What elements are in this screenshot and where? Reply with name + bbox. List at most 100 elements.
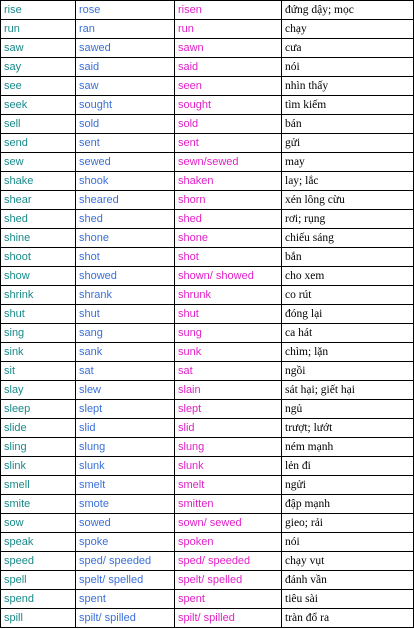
base-form-cell: sing	[0, 323, 76, 343]
meaning-cell: đóng lại	[281, 304, 414, 324]
past-participle-cell: sped/ speeded	[174, 551, 282, 571]
meaning-cell: đánh vần	[281, 570, 414, 590]
base-form-cell: shoot	[0, 247, 76, 267]
table-row: sit sat sat ngồi	[0, 361, 414, 381]
past-simple-cell: spilt/ spilled	[75, 608, 175, 628]
table-row: speak spoke spoken nói	[0, 532, 414, 552]
past-simple-cell: sought	[75, 95, 175, 115]
past-participle-cell: spoken	[174, 532, 282, 552]
base-form-cell: rise	[0, 0, 76, 20]
base-form-cell: seek	[0, 95, 76, 115]
past-simple-cell: sheared	[75, 190, 175, 210]
meaning-cell: xén lông cừu	[281, 190, 414, 210]
base-form-cell: sew	[0, 152, 76, 172]
table-row: sow sowed sown/ sewed gieo; rải	[0, 513, 414, 533]
base-form-cell: see	[0, 76, 76, 96]
past-simple-cell: shot	[75, 247, 175, 267]
base-form-cell: sow	[0, 513, 76, 533]
past-simple-cell: spent	[75, 589, 175, 609]
table-row: speed sped/ speeded sped/ speeded chạy vụt	[0, 551, 414, 571]
base-form-cell: slay	[0, 380, 76, 400]
past-simple-cell: said	[75, 57, 175, 77]
past-participle-cell: shut	[174, 304, 282, 324]
table-row: sling slung slung ném mạnh	[0, 437, 414, 457]
past-participle-cell: spent	[174, 589, 282, 609]
base-form-cell: spend	[0, 589, 76, 609]
past-simple-cell: slunk	[75, 456, 175, 476]
past-simple-cell: sat	[75, 361, 175, 381]
past-participle-cell: risen	[174, 0, 282, 20]
table-row: sell sold sold bán	[0, 114, 414, 134]
base-form-cell: saw	[0, 38, 76, 58]
past-simple-cell: shrank	[75, 285, 175, 305]
past-simple-cell: ran	[75, 19, 175, 39]
meaning-cell: bắn	[281, 247, 414, 267]
table-row: spend spent spent tiêu sài	[0, 589, 414, 609]
past-participle-cell: shone	[174, 228, 282, 248]
base-form-cell: show	[0, 266, 76, 286]
table-row: seek sought sought tìm kiếm	[0, 95, 414, 115]
past-participle-cell: sung	[174, 323, 282, 343]
past-participle-cell: sold	[174, 114, 282, 134]
base-form-cell: smite	[0, 494, 76, 514]
past-simple-cell: saw	[75, 76, 175, 96]
past-participle-cell: shown/ showed	[174, 266, 282, 286]
table-row: slide slid slid trượt; lướt	[0, 418, 414, 438]
past-participle-cell: slid	[174, 418, 282, 438]
past-participle-cell: sewn/sewed	[174, 152, 282, 172]
table-row: spell spelt/ spelled spelt/ spelled đánh vầ…	[0, 570, 414, 590]
past-simple-cell: sawed	[75, 38, 175, 58]
past-participle-cell: shorn	[174, 190, 282, 210]
base-form-cell: speak	[0, 532, 76, 552]
meaning-cell: tràn đổ ra	[281, 608, 414, 628]
past-simple-cell: sowed	[75, 513, 175, 533]
past-participle-cell: sent	[174, 133, 282, 153]
past-simple-cell: sped/ speeded	[75, 551, 175, 571]
past-participle-cell: shed	[174, 209, 282, 229]
past-simple-cell: shed	[75, 209, 175, 229]
base-form-cell: shake	[0, 171, 76, 191]
meaning-cell: tiêu sài	[281, 589, 414, 609]
meaning-cell: ném mạnh	[281, 437, 414, 457]
meaning-cell: lay; lắc	[281, 171, 414, 191]
table-row: see saw seen nhìn thấy	[0, 76, 414, 96]
base-form-cell: slink	[0, 456, 76, 476]
base-form-cell: say	[0, 57, 76, 77]
table-row: slink slunk slunk lẻn đi	[0, 456, 414, 476]
base-form-cell: sling	[0, 437, 76, 457]
past-participle-cell: slain	[174, 380, 282, 400]
past-participle-cell: spelt/ spelled	[174, 570, 282, 590]
table-row: shed shed shed rơi; rụng	[0, 209, 414, 229]
past-participle-cell: smelt	[174, 475, 282, 495]
table-row: rise rose risen đứng dậy; mọc	[0, 0, 414, 20]
table-row: shrink shrank shrunk co rút	[0, 285, 414, 305]
past-simple-cell: spelt/ spelled	[75, 570, 175, 590]
past-simple-cell: sent	[75, 133, 175, 153]
past-participle-cell: run	[174, 19, 282, 39]
past-simple-cell: slung	[75, 437, 175, 457]
past-participle-cell: sown/ sewed	[174, 513, 282, 533]
past-simple-cell: slew	[75, 380, 175, 400]
meaning-cell: chạy	[281, 19, 414, 39]
past-participle-cell: shrunk	[174, 285, 282, 305]
past-simple-cell: shook	[75, 171, 175, 191]
past-participle-cell: slunk	[174, 456, 282, 476]
meaning-cell: may	[281, 152, 414, 172]
meaning-cell: trượt; lướt	[281, 418, 414, 438]
base-form-cell: shed	[0, 209, 76, 229]
past-simple-cell: spoke	[75, 532, 175, 552]
past-participle-cell: said	[174, 57, 282, 77]
base-form-cell: shine	[0, 228, 76, 248]
meaning-cell: gieo; rải	[281, 513, 414, 533]
meaning-cell: gửi	[281, 133, 414, 153]
table-row: shake shook shaken lay; lắc	[0, 171, 414, 191]
past-simple-cell: showed	[75, 266, 175, 286]
meaning-cell: ngửi	[281, 475, 414, 495]
meaning-cell: ngủ	[281, 399, 414, 419]
past-simple-cell: smelt	[75, 475, 175, 495]
past-participle-cell: slept	[174, 399, 282, 419]
meaning-cell: nói	[281, 532, 414, 552]
meaning-cell: co rút	[281, 285, 414, 305]
